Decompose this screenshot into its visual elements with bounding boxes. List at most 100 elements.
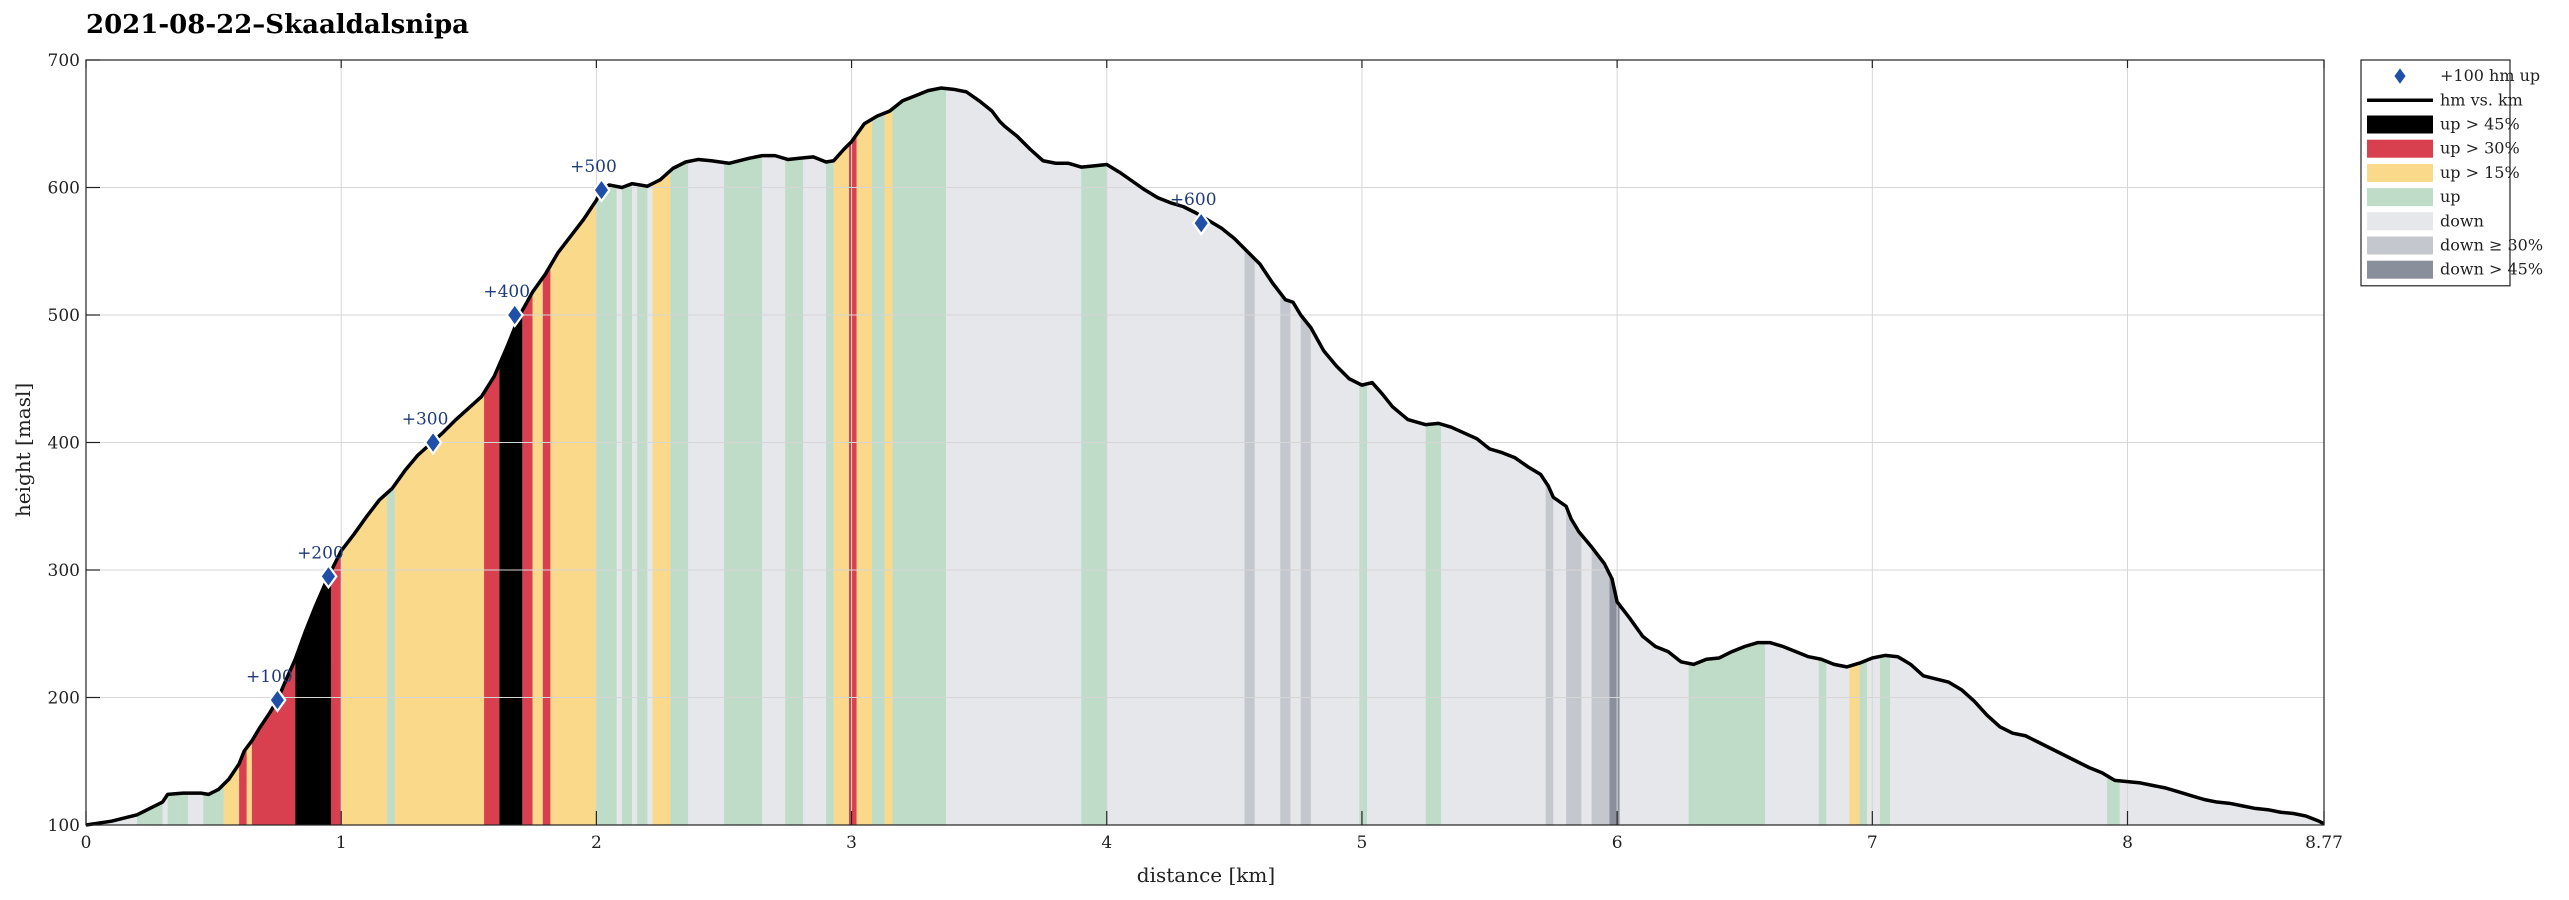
- slope-band-down30: [1545, 482, 1554, 825]
- x-tick-label: 7: [1867, 833, 1878, 853]
- slope-band-up15: [532, 277, 543, 825]
- legend: +100 hm up hm vs. km up > 45% up > 30% up > …: [2360, 59, 2543, 287]
- hundred-meter-marker: [505, 302, 524, 328]
- marker-label: +200: [297, 543, 344, 563]
- slope-bands: [86, 88, 2324, 826]
- slope-band-down: [803, 156, 827, 825]
- x-tick-label: 3: [846, 833, 857, 853]
- slope-band-up: [1859, 660, 1868, 825]
- slope-band-up15: [833, 144, 850, 825]
- y-tick-label: 300: [48, 561, 80, 581]
- x-tick-label: 8.77: [2305, 833, 2343, 853]
- slope-band-up15: [856, 119, 872, 825]
- slope-band-down: [1367, 382, 1426, 825]
- slope-band-down: [1106, 164, 1245, 826]
- slope-band-up30: [484, 364, 500, 825]
- y-tick-label: 200: [48, 689, 80, 709]
- legend-label: up > 45%: [2440, 115, 2520, 134]
- legend-entry: up: [2367, 187, 2461, 207]
- slope-band-up: [177, 793, 189, 825]
- legend-entry: down > 45%: [2367, 260, 2543, 279]
- marker-label: +400: [483, 282, 530, 302]
- slope-band-up: [1359, 383, 1368, 825]
- legend-entry: down: [2367, 211, 2484, 231]
- chart-title: 2021-08-22–Skaaldalsnipa: [86, 10, 469, 40]
- slope-band-down: [647, 183, 653, 826]
- slope-band-down: [616, 186, 622, 826]
- y-tick-label: 600: [48, 179, 80, 199]
- y-tick-label: 400: [48, 434, 80, 454]
- legend-marker-swatch: [2392, 65, 2408, 87]
- slope-band-up30: [330, 550, 342, 825]
- slope-band-up15: [884, 108, 893, 825]
- x-tick-label: 6: [1612, 833, 1623, 853]
- x-tick-label: 8: [2122, 833, 2133, 853]
- slope-band-up: [1081, 164, 1107, 826]
- slope-band-up: [596, 184, 617, 825]
- legend-entry: down ≥ 30%: [2367, 236, 2543, 255]
- x-tick-label: 4: [1101, 833, 1112, 853]
- legend-patch-swatch: [2367, 139, 2433, 158]
- slope-band-down: [1867, 656, 1880, 825]
- y-tick-label: 100: [48, 816, 80, 836]
- legend-entry: up > 45%: [2367, 115, 2520, 134]
- slope-band-down: [1553, 497, 1567, 825]
- slope-band-down: [1826, 661, 1850, 825]
- legend-label: up: [2440, 187, 2461, 206]
- slope-band-down30: [1566, 506, 1582, 825]
- slope-band-down: [1890, 655, 2108, 825]
- slope-band-up15: [1849, 663, 1860, 825]
- slope-band-up: [1688, 642, 1766, 825]
- slope-band-up: [637, 184, 648, 825]
- slope-band-up: [137, 802, 163, 825]
- slope-band-up15: [550, 200, 597, 825]
- slope-band-down: [945, 88, 1082, 825]
- grid: [86, 60, 2324, 825]
- slope-band-up15: [223, 763, 240, 825]
- slope-band-up: [387, 484, 395, 825]
- slope-band-up: [826, 160, 834, 826]
- legend-patch-swatch: [2367, 188, 2433, 207]
- slope-band-up45: [499, 310, 523, 825]
- y-axis-label: height [masl]: [11, 383, 35, 517]
- slope-band-down30: [1244, 248, 1255, 825]
- slope-band-up30: [542, 265, 551, 825]
- slope-band-up30: [849, 134, 857, 825]
- slope-band-down: [188, 793, 204, 825]
- slope-band-down45: [1609, 573, 1620, 825]
- slope-band-up: [785, 157, 804, 826]
- slope-band-up15: [394, 392, 485, 825]
- slope-band-up: [167, 793, 178, 825]
- slope-band-up30: [522, 292, 533, 825]
- legend-label: up > 30%: [2440, 139, 2520, 158]
- x-tick-label: 1: [336, 833, 347, 853]
- slope-band-down: [1310, 327, 1360, 825]
- marker-label: +600: [1170, 190, 1217, 210]
- slope-band-down: [1765, 642, 1819, 825]
- legend-label: down: [2440, 211, 2484, 230]
- slope-band-up: [670, 161, 689, 826]
- hundred-meter-marker: [592, 177, 611, 203]
- legend-patch-swatch: [2367, 115, 2433, 134]
- legend-label: +100 hm up: [2440, 66, 2540, 85]
- slope-band-up15: [246, 740, 252, 825]
- marker-label: +300: [402, 410, 449, 430]
- slope-band-down: [762, 155, 786, 825]
- slope-band-up: [2107, 775, 2120, 825]
- slope-band-down: [1441, 424, 1546, 825]
- slope-band-up: [1818, 658, 1827, 825]
- x-tick-label: 0: [81, 833, 92, 853]
- slope-band-up15: [341, 492, 388, 825]
- x-tick-label: 5: [1357, 833, 1368, 853]
- x-tick-label: 2: [591, 833, 602, 853]
- y-tick-label: 700: [48, 51, 80, 71]
- x-axis-label: distance [km]: [1137, 863, 1275, 887]
- slope-band-up: [621, 183, 633, 826]
- hundred-meter-marker: [319, 563, 338, 590]
- hundred-meter-marker: [423, 429, 443, 456]
- legend-label: up > 15%: [2440, 163, 2520, 182]
- legend-entry: +100 hm up: [2392, 65, 2540, 87]
- x-axis-ticks: 0 1 2 3 4 5 6 7 8 8.77: [81, 60, 2343, 853]
- slope-band-down: [1290, 301, 1301, 825]
